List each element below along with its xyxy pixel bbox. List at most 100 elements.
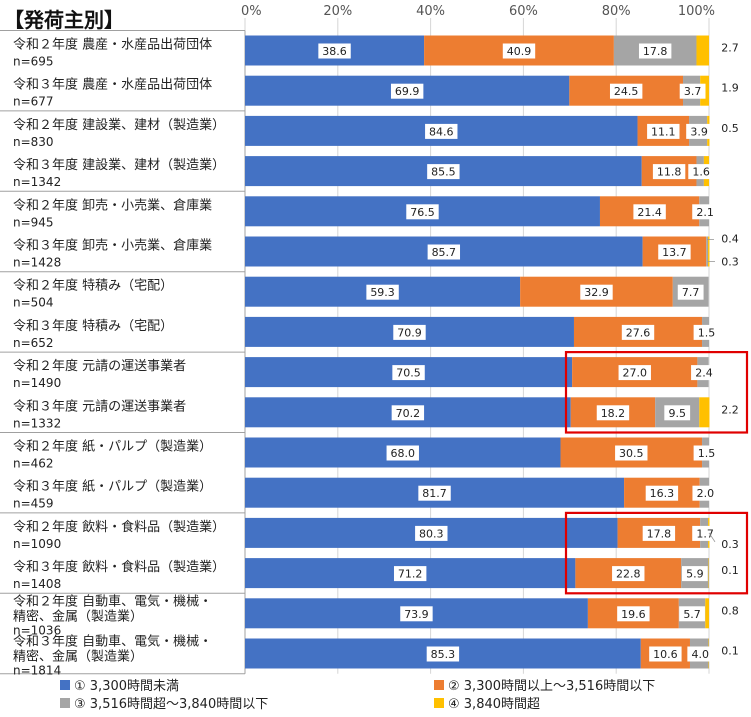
row-label-line2: 精密、金属（製造業） <box>13 649 143 665</box>
data-label: 40.9 <box>507 45 532 58</box>
row-label: 令和２年度 特積み（宅配） <box>13 278 173 294</box>
data-label: 18.2 <box>601 407 626 420</box>
data-label-box <box>617 606 650 622</box>
legend-label: ② 3,300時間以上～3,516時間以下 <box>448 679 655 694</box>
data-label-box <box>717 536 743 551</box>
x-tick-label: 0% <box>241 4 262 19</box>
data-label-box <box>612 566 645 582</box>
row-n-label: n=830 <box>13 135 54 149</box>
legend-label: ③ 3,516時間超～3,840時間以下 <box>74 697 268 712</box>
data-label-box <box>681 566 708 582</box>
data-label: 11.1 <box>651 125 676 138</box>
data-label-box <box>392 365 425 381</box>
x-tick-label: 20% <box>323 4 352 19</box>
bar-segment <box>699 397 710 428</box>
data-label: 13.7 <box>662 246 687 259</box>
data-label-box <box>693 445 720 461</box>
data-label: 3.7 <box>684 85 702 98</box>
row-label: 令和２年度 飲料・食料品（製造業） <box>13 519 225 535</box>
data-label-box <box>717 563 743 578</box>
data-label: 4.0 <box>692 648 710 661</box>
legend-swatch <box>434 680 444 690</box>
x-tick-label: 100% <box>678 4 715 19</box>
data-label-box <box>618 365 651 381</box>
data-label: 2.0 <box>697 487 715 500</box>
data-label-box <box>366 284 399 300</box>
x-tick-label: 60% <box>509 4 538 19</box>
row-label: 令和３年度 農産・水産品出荷団体 <box>13 77 212 93</box>
data-label-box <box>692 204 719 220</box>
legend-swatch <box>434 698 444 708</box>
legend-swatch <box>60 680 70 690</box>
data-label-box <box>393 566 427 582</box>
legend-swatch <box>60 698 70 708</box>
row-n-label: n=1490 <box>13 376 61 390</box>
data-label: 59.3 <box>370 286 395 299</box>
data-label-box <box>691 365 717 381</box>
row-label-line2: 精密、金属（製造業） <box>13 608 143 624</box>
data-label: 71.2 <box>398 568 423 581</box>
data-label: 70.5 <box>396 367 421 380</box>
row-n-label: n=1342 <box>13 175 61 189</box>
data-label-box <box>427 244 461 260</box>
x-tick-label: 80% <box>602 4 631 19</box>
row-label: 令和３年度 建設業、建材（製造業） <box>13 157 225 173</box>
data-label: 2.7 <box>721 42 739 55</box>
bars <box>245 35 710 669</box>
data-label: 24.5 <box>614 85 639 98</box>
data-label-box <box>426 646 460 662</box>
data-label: 5.9 <box>686 568 704 581</box>
row-n-label: n=1332 <box>13 416 61 430</box>
data-label: 0.5 <box>721 122 739 135</box>
highlight-box <box>564 351 749 434</box>
data-label: 0.8 <box>721 604 739 617</box>
data-label-box <box>652 164 686 180</box>
data-label-box <box>642 525 676 541</box>
data-label-box <box>391 405 425 421</box>
data-label: 21.4 <box>637 206 662 219</box>
data-label: 10.6 <box>653 648 678 661</box>
highlight-boxes <box>564 351 749 595</box>
data-label-box <box>692 485 719 501</box>
data-label-box <box>638 43 672 59</box>
data-label: 27.0 <box>623 367 648 380</box>
data-label-box <box>649 646 682 662</box>
data-label-box <box>717 80 743 95</box>
data-label: 2.2 <box>721 403 739 416</box>
row-n-label: n=652 <box>13 336 54 350</box>
data-label: 70.2 <box>396 407 421 420</box>
row-n-label: n=504 <box>13 296 54 310</box>
data-label-box <box>425 123 458 139</box>
data-label-box <box>580 284 613 300</box>
row-n-label: n=462 <box>13 457 54 471</box>
data-label-box <box>415 525 448 541</box>
data-label: 85.3 <box>431 648 456 661</box>
data-label-box <box>318 43 351 59</box>
data-label-box <box>621 324 655 340</box>
x-tick-label: 40% <box>416 4 445 19</box>
data-label-box <box>400 606 433 622</box>
data-label: 5.7 <box>683 608 701 621</box>
data-label-box <box>688 164 715 180</box>
data-label-box <box>633 204 666 220</box>
bar-segment <box>696 35 709 66</box>
legend-label: ④ 3,840時間超 <box>448 697 540 712</box>
data-label-box <box>717 120 743 135</box>
data-label: 84.6 <box>429 125 454 138</box>
bar-segment <box>706 236 709 267</box>
data-label-box <box>679 83 706 99</box>
data-label: 0.3 <box>721 538 739 551</box>
data-label-box <box>390 83 424 99</box>
data-label: 32.9 <box>584 286 609 299</box>
row-label: 令和２年度 自動車、電気・機械・ <box>13 593 212 609</box>
data-label: 80.3 <box>419 527 444 540</box>
row-n-label: n=1428 <box>13 256 61 270</box>
data-label: 1.6 <box>692 166 710 179</box>
data-label: 2.4 <box>695 367 713 380</box>
data-label-box <box>596 405 630 421</box>
data-label-box <box>647 123 680 139</box>
row-label: 令和３年度 自動車、電気・機械・ <box>13 634 212 650</box>
row-label: 令和２年度 農産・水産品出荷団体 <box>13 37 212 53</box>
data-labels: 38.6 40.9 17.8 2.7 69.9 24.5 3.7 1.9 84.6 11.1 3.9… <box>318 40 743 662</box>
